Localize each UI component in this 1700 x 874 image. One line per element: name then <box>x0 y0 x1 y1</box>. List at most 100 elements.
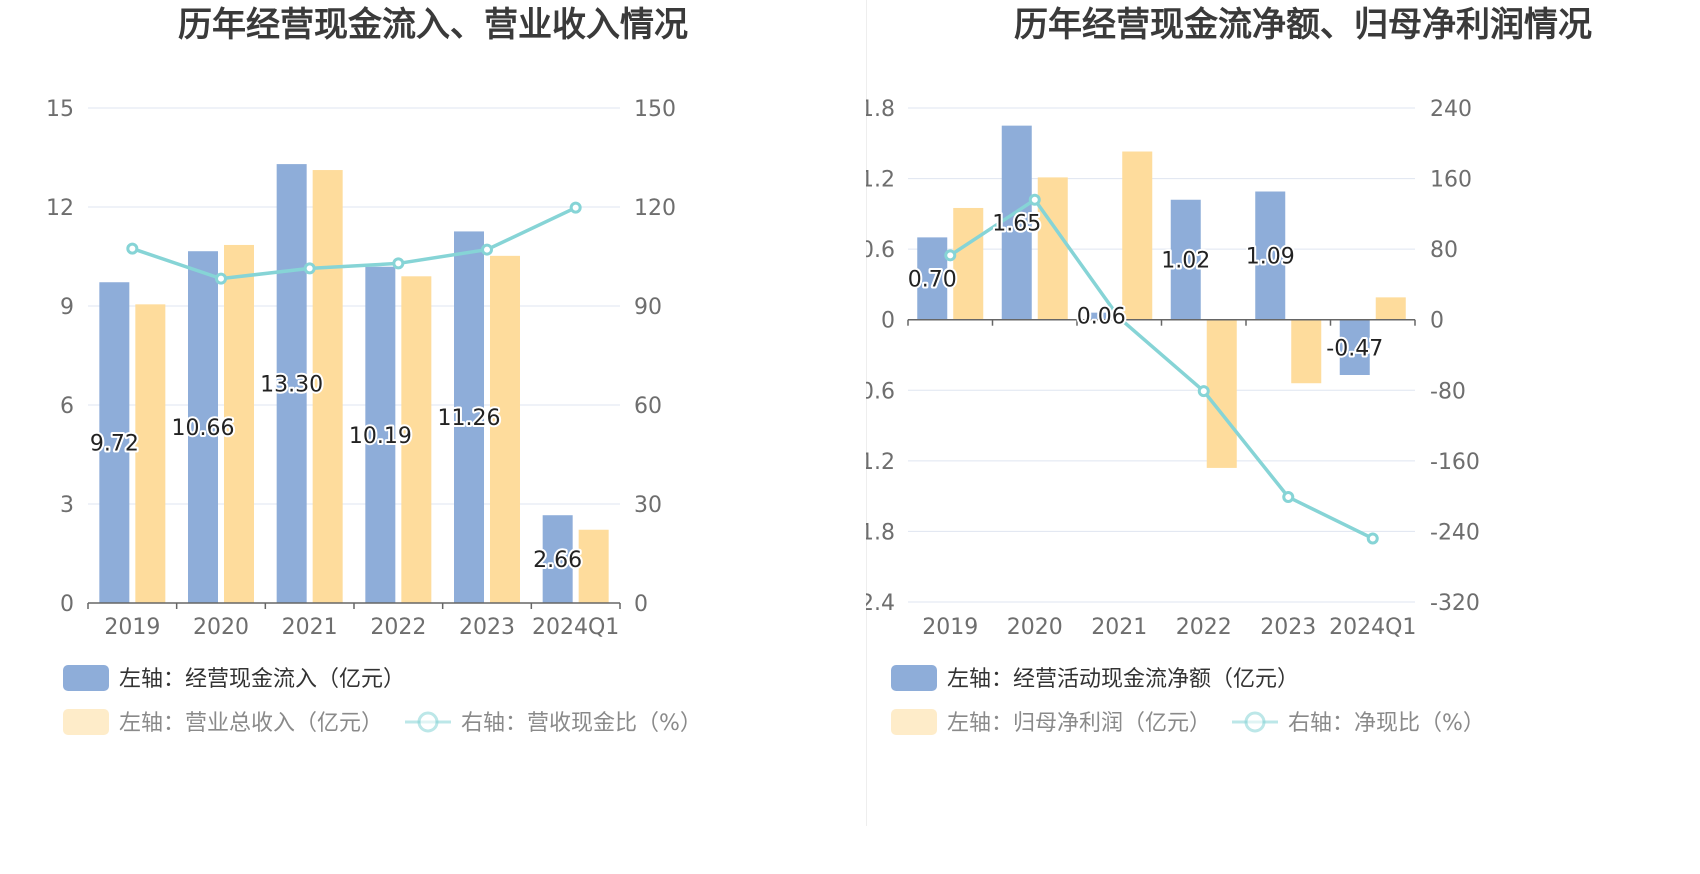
right-axis-tick: 120 <box>634 196 676 221</box>
bar-series-2 <box>1291 319 1322 384</box>
ratio-point <box>215 272 227 285</box>
x-axis-tick-label: 2022 <box>1176 615 1232 640</box>
left-axis-tick: 12 <box>46 196 74 221</box>
ratio-point <box>1282 491 1295 504</box>
right-axis-tick: 240 <box>1430 97 1472 122</box>
legend-label: 左轴：经营活动现金流净额（亿元） <box>947 667 1299 692</box>
ratio-point <box>1197 385 1210 398</box>
bar-series-2 <box>1037 177 1068 320</box>
bar-series-1 <box>188 251 218 603</box>
right-axis-tick: 0 <box>1430 309 1444 334</box>
panel-divider <box>866 0 867 826</box>
legend-label: 右轴：营收现金比（%） <box>461 711 702 736</box>
bar-series-1 <box>454 231 484 604</box>
bar-series-1 <box>365 266 396 603</box>
legend-label: 右轴：净现比（%） <box>1288 711 1485 736</box>
legend-swatch-series-2 <box>63 709 109 735</box>
legend-swatch-series-1 <box>891 665 937 691</box>
x-axis-tick-label: 2019 <box>104 615 160 640</box>
ratio-line <box>131 206 577 281</box>
left-axis-tick: 1.8 <box>866 97 895 122</box>
bar-series-2 <box>578 529 609 603</box>
bar-series-2 <box>135 304 166 603</box>
bar-data-label: 11.26 <box>438 406 501 431</box>
left-axis-tick: -1.8 <box>866 520 895 545</box>
bar-data-label: 1.09 <box>1246 245 1295 270</box>
x-axis-tick-label: 2024Q1 <box>1329 615 1416 640</box>
legend-label: 左轴：营业总收入（亿元） <box>119 711 383 736</box>
left-axis-tick: -1.2 <box>866 450 895 475</box>
left-axis-tick: 6 <box>60 394 74 419</box>
right-axis-tick: -160 <box>1430 450 1480 475</box>
bar-data-label: 9.72 <box>90 432 139 457</box>
x-axis-tick-label: 2020 <box>193 615 249 640</box>
ratio-point <box>944 249 957 262</box>
right-axis-tick: 90 <box>634 295 662 320</box>
legend-label: 左轴：经营现金流入（亿元） <box>119 667 405 692</box>
chart-title: 历年经营现金流净额、归母净利润情况 <box>1014 5 1592 45</box>
bar-series-1 <box>1086 312 1117 320</box>
x-axis-tick-label: 2022 <box>370 615 426 640</box>
right-axis-tick: 160 <box>1430 168 1472 193</box>
ratio-point <box>1113 311 1126 324</box>
right-axis-tick: 80 <box>1430 238 1458 263</box>
bar-series-2 <box>490 255 520 603</box>
right-axis-tick: 0 <box>634 592 648 617</box>
ratio-point <box>569 201 582 214</box>
x-axis-tick-label: 2021 <box>1091 615 1147 640</box>
bar-data-label: 0.70 <box>908 268 957 293</box>
right-axis-tick: 150 <box>634 97 676 122</box>
netflow-profit-chart: 历年经营现金流净额、归母净利润情况 -2.4 -1.8 -1.2 -0.6 0 0.6 1.… <box>866 5 1592 736</box>
ratio-point <box>1366 532 1379 545</box>
bar-series-2 <box>224 244 254 603</box>
bar-data-label: 2.66 <box>533 548 582 573</box>
bar-series-2 <box>1206 319 1237 468</box>
left-axis-tick: 15 <box>46 97 74 122</box>
bar-data-label: 1.02 <box>1161 249 1210 274</box>
ratio-point <box>481 243 493 256</box>
bar-series-1 <box>276 164 307 603</box>
ratio-point <box>126 242 139 255</box>
x-axis-tick-label: 2020 <box>1007 615 1063 640</box>
bar-data-label: 10.19 <box>349 424 412 449</box>
left-axis-tick: 0 <box>881 309 895 334</box>
bar-data-label: -0.47 <box>1326 336 1383 361</box>
bar-series-2 <box>1122 151 1153 320</box>
right-axis-tick: -320 <box>1430 591 1480 616</box>
ratio-point <box>392 257 405 270</box>
bar-series-2 <box>312 170 343 604</box>
bar-data-label: 13.30 <box>260 373 323 398</box>
x-axis-tick-label: 2024Q1 <box>532 615 619 640</box>
ratio-point <box>303 262 316 275</box>
left-axis-tick: -2.4 <box>866 591 895 616</box>
left-axis-tick: 0 <box>60 592 74 617</box>
left-axis-tick: 0.6 <box>866 238 895 263</box>
left-axis-tick: -0.6 <box>866 379 895 404</box>
legend-swatch-series-2 <box>891 709 937 735</box>
inflow-revenue-chart: 历年经营现金流入、营业收入情况 036912150306090120150201… <box>46 5 702 736</box>
x-axis-tick-label: 2023 <box>459 615 515 640</box>
bar-series-1 <box>1255 191 1286 320</box>
bar-series-1 <box>99 282 130 603</box>
bar-series-2 <box>401 276 432 603</box>
bar-series-1 <box>1170 199 1201 320</box>
left-axis-tick: 3 <box>60 493 74 518</box>
ratio-point <box>1028 193 1041 206</box>
bar-series-2 <box>1375 297 1406 320</box>
left-axis-tick: 9 <box>60 295 74 320</box>
x-axis-tick-label: 2023 <box>1260 615 1316 640</box>
legend-label: 左轴：归母净利润（亿元） <box>947 711 1211 736</box>
bar-series-1 <box>1339 319 1370 375</box>
bar-series-2 <box>953 207 984 320</box>
right-axis-tick: -80 <box>1430 379 1466 404</box>
bar-data-label: 0.06 <box>1077 305 1126 330</box>
right-axis-tick: -240 <box>1430 520 1480 545</box>
bar-series-1 <box>917 237 948 320</box>
bar-series-1 <box>1001 125 1032 320</box>
left-axis-tick: 1.2 <box>866 168 895 193</box>
bar-data-label: 10.66 <box>172 416 235 441</box>
legend-line-marker <box>417 711 439 733</box>
ratio-line <box>949 197 1374 541</box>
right-axis-tick: 60 <box>634 394 662 419</box>
